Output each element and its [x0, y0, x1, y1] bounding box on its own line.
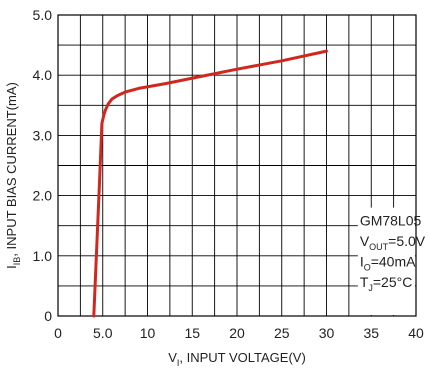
annotation-line-4: TJ=25°C [360, 274, 413, 293]
y-axis-label: IIB, INPUT BIAS CURRENT(mA) [4, 82, 22, 269]
y-tick-label: 0 [44, 308, 52, 324]
y-tick-label: 1.0 [33, 248, 53, 264]
x-tick-label: 10 [140, 325, 156, 341]
y-tick-label: 2.0 [33, 188, 53, 204]
x-tick-label: 20 [229, 325, 245, 341]
y-tick-label: 5.0 [33, 7, 53, 23]
annotation-box: GM78L05 VOUT=5.0V IO=40mA TJ=25°C [360, 213, 426, 294]
series-layer [92, 49, 328, 318]
x-tick-label: 35 [363, 325, 379, 341]
y-tick-label: 3.0 [33, 127, 53, 143]
y-tick-label: 4.0 [33, 67, 53, 83]
x-tick-label: 0 [54, 325, 62, 341]
x-tick-label: 30 [319, 325, 335, 341]
annotation-line-3: IO=40mA [360, 254, 416, 273]
plot-frame [57, 14, 417, 317]
x-tick-label: 15 [184, 325, 200, 341]
x-tick-label: 5.0 [93, 325, 113, 341]
annotation-line-2: VOUT=5.0V [360, 233, 426, 252]
x-tick-label: 25 [274, 325, 290, 341]
x-tick-labels: 0 5.0 10 15 20 25 30 35 40 [54, 325, 424, 341]
annotation-box-background [357, 207, 415, 315]
series-line-1 [92, 49, 328, 318]
annotation-line-1: GM78L05 [360, 213, 422, 229]
x-axis-label: VI, INPUT VOLTAGE(V) [168, 350, 306, 368]
x-tick-label: 40 [408, 325, 424, 341]
y-tick-labels: 0 1.0 2.0 3.0 4.0 5.0 [33, 7, 53, 324]
